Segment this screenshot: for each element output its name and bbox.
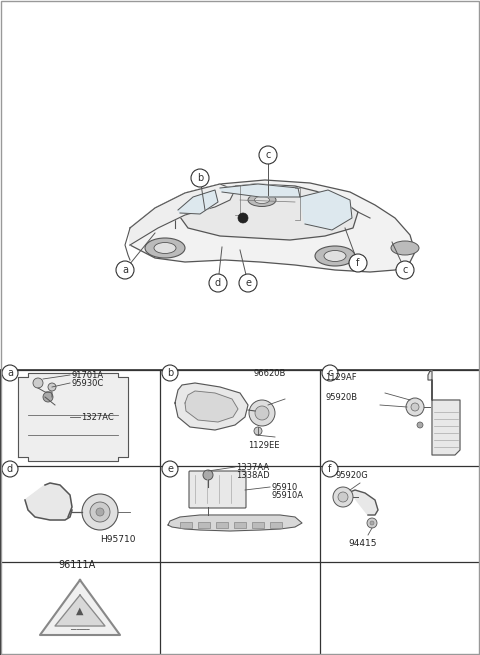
Polygon shape xyxy=(130,184,235,245)
Ellipse shape xyxy=(145,238,185,258)
Polygon shape xyxy=(300,190,352,230)
Circle shape xyxy=(162,461,178,477)
Circle shape xyxy=(33,378,43,388)
Polygon shape xyxy=(130,180,415,272)
Circle shape xyxy=(367,518,377,528)
Ellipse shape xyxy=(315,246,355,266)
Text: ▲: ▲ xyxy=(76,606,84,616)
Bar xyxy=(216,522,228,528)
Text: 1129EE: 1129EE xyxy=(248,441,279,449)
Circle shape xyxy=(322,365,338,381)
Polygon shape xyxy=(55,595,105,626)
Circle shape xyxy=(338,492,348,502)
Text: ━━━━━━: ━━━━━━ xyxy=(70,627,90,633)
Circle shape xyxy=(203,470,213,480)
Ellipse shape xyxy=(391,241,419,255)
Text: H95710: H95710 xyxy=(100,536,135,544)
Circle shape xyxy=(43,392,53,402)
Text: 1327AC: 1327AC xyxy=(81,413,114,422)
Polygon shape xyxy=(40,580,120,635)
Circle shape xyxy=(349,254,367,272)
Circle shape xyxy=(90,502,110,522)
Circle shape xyxy=(255,406,269,420)
Text: 95930C: 95930C xyxy=(71,379,103,388)
Ellipse shape xyxy=(324,250,346,261)
Bar xyxy=(252,522,264,528)
Circle shape xyxy=(322,461,338,477)
Circle shape xyxy=(254,427,262,435)
Circle shape xyxy=(417,422,423,428)
Circle shape xyxy=(370,521,374,525)
Text: c: c xyxy=(265,150,271,160)
Text: f: f xyxy=(328,464,332,474)
Text: e: e xyxy=(167,464,173,474)
Text: 94415: 94415 xyxy=(348,538,376,548)
Polygon shape xyxy=(428,371,460,455)
Text: 95920B: 95920B xyxy=(325,392,357,402)
Polygon shape xyxy=(168,515,302,531)
Text: c: c xyxy=(402,265,408,275)
Bar xyxy=(234,522,246,528)
Ellipse shape xyxy=(154,242,176,253)
Circle shape xyxy=(82,494,118,530)
Text: a: a xyxy=(7,368,13,378)
Text: 91701A: 91701A xyxy=(71,371,103,379)
Polygon shape xyxy=(178,190,218,214)
Text: 95910A: 95910A xyxy=(271,491,303,500)
Circle shape xyxy=(239,274,257,292)
Polygon shape xyxy=(175,383,248,430)
Polygon shape xyxy=(175,184,358,240)
Text: f: f xyxy=(356,258,360,268)
Circle shape xyxy=(406,398,424,416)
Text: 96620B: 96620B xyxy=(253,369,286,379)
Polygon shape xyxy=(220,184,300,197)
Polygon shape xyxy=(185,391,238,422)
Text: b: b xyxy=(197,173,203,183)
Circle shape xyxy=(96,508,104,516)
Polygon shape xyxy=(25,483,72,520)
Polygon shape xyxy=(18,373,128,461)
Circle shape xyxy=(209,274,227,292)
Text: e: e xyxy=(245,278,251,288)
Ellipse shape xyxy=(254,196,269,204)
Circle shape xyxy=(2,461,18,477)
Text: c: c xyxy=(327,368,333,378)
Circle shape xyxy=(191,169,209,187)
Text: 1337AA: 1337AA xyxy=(236,462,269,472)
Bar xyxy=(180,522,192,528)
Circle shape xyxy=(396,261,414,279)
Text: 1338AD: 1338AD xyxy=(236,470,270,479)
Text: 1129AF: 1129AF xyxy=(325,373,357,383)
Circle shape xyxy=(411,403,419,411)
Text: d: d xyxy=(7,464,13,474)
FancyBboxPatch shape xyxy=(189,471,246,508)
Circle shape xyxy=(249,400,275,426)
Text: d: d xyxy=(215,278,221,288)
Ellipse shape xyxy=(248,193,276,206)
Polygon shape xyxy=(350,490,378,515)
Text: 95920G: 95920G xyxy=(335,470,368,479)
Circle shape xyxy=(116,261,134,279)
Circle shape xyxy=(162,365,178,381)
Bar xyxy=(270,522,282,528)
Text: 95910: 95910 xyxy=(271,483,297,491)
Circle shape xyxy=(2,365,18,381)
Circle shape xyxy=(48,383,56,391)
Text: 96111A: 96111A xyxy=(58,560,95,570)
Circle shape xyxy=(238,213,248,223)
Circle shape xyxy=(259,146,277,164)
Text: a: a xyxy=(122,265,128,275)
Circle shape xyxy=(333,487,353,507)
Text: b: b xyxy=(167,368,173,378)
Bar xyxy=(198,522,210,528)
